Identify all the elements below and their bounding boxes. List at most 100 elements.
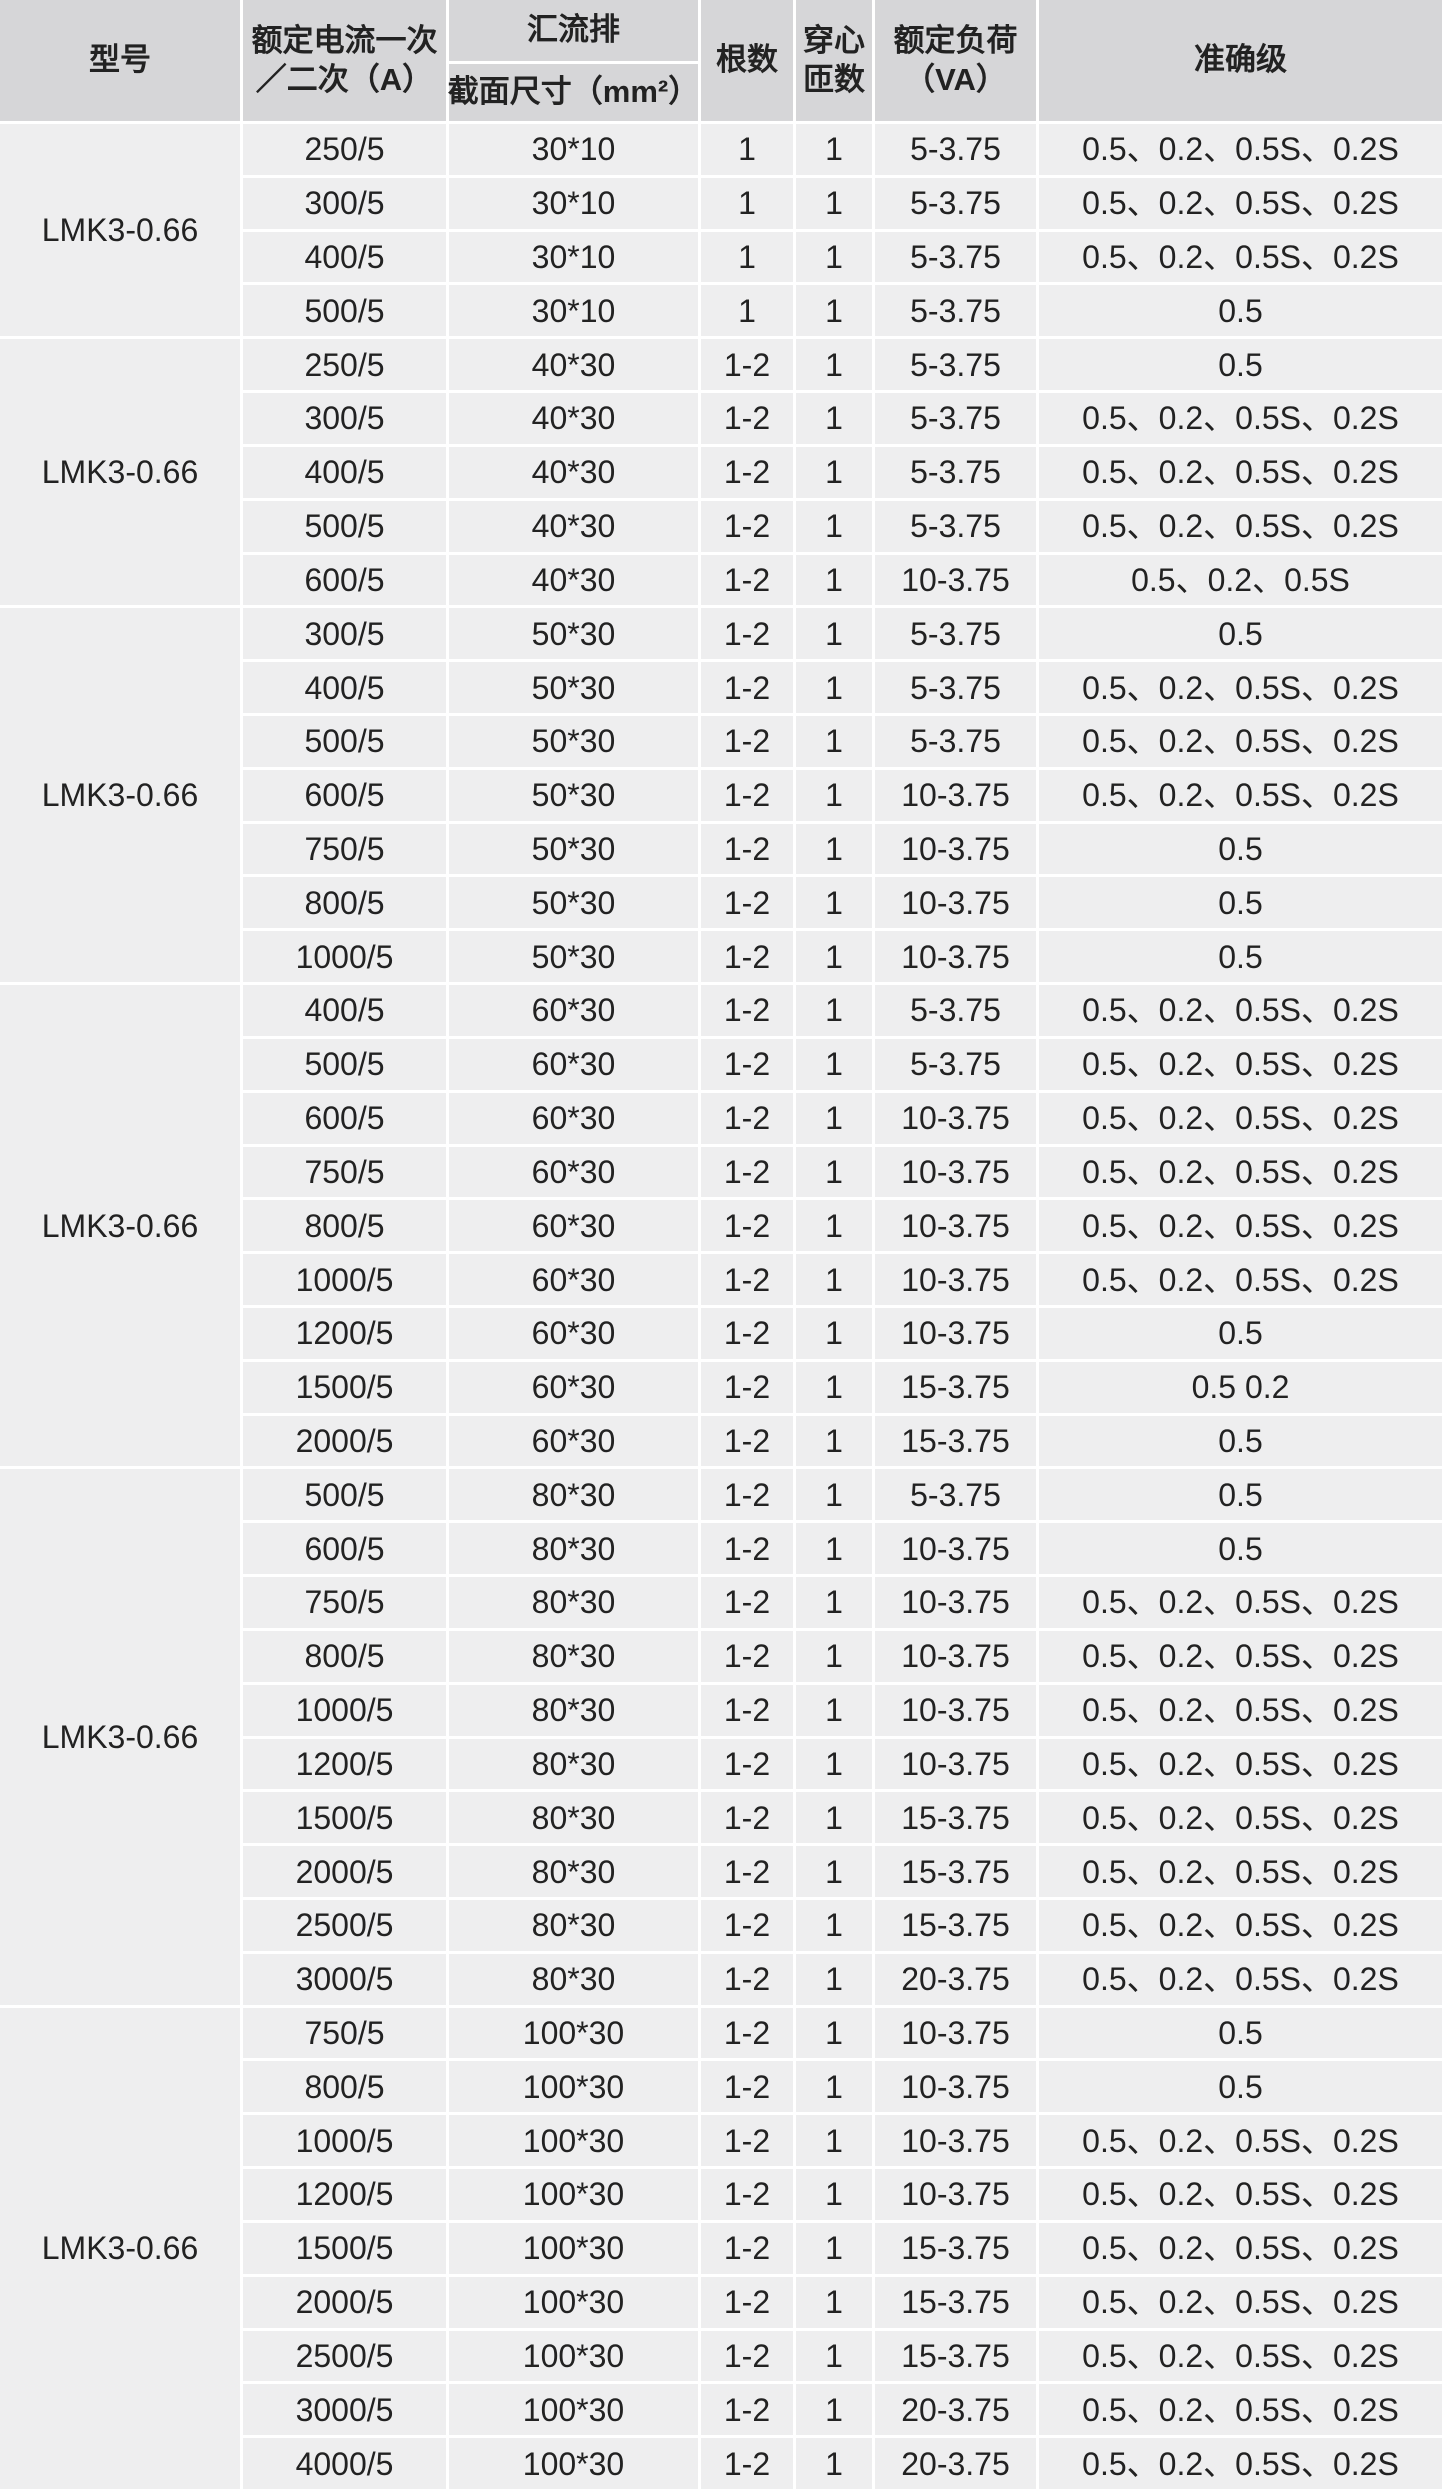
header-current-text: ／二次（A）: [255, 61, 434, 97]
load-cell-text: 10-3.75: [901, 1100, 1010, 1137]
count-cell: 1: [701, 177, 793, 229]
load-cell: 10-3.75: [875, 1092, 1036, 1144]
turns-cell-text: 1: [825, 884, 843, 921]
turns-cell: 1: [796, 1361, 872, 1413]
turns-cell-text: 1: [825, 723, 843, 760]
turns-cell: 1: [796, 1684, 872, 1736]
load-cell: 10-3.75: [875, 769, 1036, 821]
current-cell: 300/5: [243, 608, 446, 660]
count-cell: 1-2: [701, 1630, 793, 1682]
turns-cell-text: 1: [825, 615, 843, 652]
busbar-cell-text: 100*30: [522, 2122, 625, 2159]
count-cell-text: 1-2: [723, 669, 771, 706]
count-cell: 1-2: [701, 2384, 793, 2436]
current-cell: 400/5: [243, 446, 446, 498]
turns-cell: 1: [796, 608, 872, 660]
current-cell: 1500/5: [243, 1792, 446, 1844]
count-cell-text: 1-2: [723, 777, 771, 814]
turns-cell: 1: [796, 2330, 872, 2382]
count-cell-text: 1-2: [723, 400, 771, 437]
count-cell-text: 1-2: [723, 2015, 771, 2052]
current-cell: 750/5: [243, 1577, 446, 1628]
accuracy-cell: 0.5、0.2、0.5S、0.2S: [1039, 446, 1442, 498]
load-cell: 15-3.75: [875, 1361, 1036, 1413]
current-cell-text: 750/5: [304, 1153, 385, 1190]
turns-cell-text: 1: [825, 1584, 843, 1621]
current-cell-text: 600/5: [304, 777, 385, 814]
current-cell-text: 1200/5: [295, 2176, 394, 2213]
load-cell: 20-3.75: [875, 2438, 1036, 2489]
load-cell-text: 5-3.75: [910, 1046, 1001, 1083]
current-cell-text: 1000/5: [295, 1692, 394, 1729]
busbar-cell: 100*30: [449, 2438, 698, 2489]
load-cell: 5-3.75: [875, 662, 1036, 713]
busbar-cell: 60*30: [449, 1038, 698, 1090]
turns-cell: 1: [796, 393, 872, 444]
count-cell: 1-2: [701, 1846, 793, 1897]
busbar-cell-text: 100*30: [522, 2176, 625, 2213]
current-cell: 2500/5: [243, 2330, 446, 2382]
accuracy-cell: 0.5: [1039, 285, 1442, 337]
accuracy-cell: 0.5、0.2、0.5S、0.2S: [1039, 1038, 1442, 1090]
header-section-text: 截面尺寸（mm²）: [447, 74, 700, 110]
count-cell-text: 1-2: [723, 615, 771, 652]
load-cell-text: 10-3.75: [901, 938, 1010, 975]
count-cell: 1-2: [701, 2007, 793, 2059]
count-cell-text: 1-2: [723, 723, 771, 760]
count-cell-text: 1-2: [723, 1315, 771, 1352]
turns-cell: 1: [796, 1415, 872, 1467]
busbar-cell: 40*30: [449, 554, 698, 606]
turns-cell-text: 1: [825, 669, 843, 706]
busbar-cell: 80*30: [449, 1846, 698, 1897]
busbar-cell: 100*30: [449, 2384, 698, 2436]
current-cell: 1000/5: [243, 1684, 446, 1736]
count-cell-text: 1-2: [723, 992, 771, 1029]
current-cell: 300/5: [243, 393, 446, 444]
current-cell-text: 2500/5: [295, 1907, 394, 1944]
current-cell-text: 400/5: [304, 454, 385, 491]
load-cell-text: 15-3.75: [901, 1907, 1010, 1944]
turns-cell: 1: [796, 2007, 872, 2059]
count-cell: 1-2: [701, 1792, 793, 1844]
busbar-cell-text: 80*30: [531, 1584, 616, 1621]
accuracy-cell-text: 0.5: [1218, 831, 1263, 868]
busbar-cell-text: 60*30: [531, 1369, 616, 1406]
load-cell: 5-3.75: [875, 608, 1036, 660]
count-cell-text: 1-2: [723, 1261, 771, 1298]
busbar-cell-text: 60*30: [531, 1261, 616, 1298]
turns-cell: 1: [796, 823, 872, 875]
turns-cell-text: 1: [825, 1261, 843, 1298]
current-cell-text: 500/5: [304, 1046, 385, 1083]
count-cell-text: 1: [738, 239, 756, 276]
count-cell: 1-2: [701, 985, 793, 1036]
busbar-cell-text: 50*30: [531, 669, 616, 706]
load-cell-text: 15-3.75: [901, 1853, 1010, 1890]
count-cell-text: 1-2: [723, 1692, 771, 1729]
count-cell: 1-2: [701, 2276, 793, 2328]
accuracy-cell: 0.5 0.2: [1039, 1361, 1442, 1413]
accuracy-cell: 0.5、0.2、0.5S、0.2S: [1039, 1146, 1442, 1198]
accuracy-cell: 0.5、0.2、0.5S: [1039, 554, 1442, 606]
turns-cell: 1: [796, 2438, 872, 2489]
model-cell: LMK3-0.66: [0, 985, 240, 1467]
load-cell: 5-3.75: [875, 985, 1036, 1036]
accuracy-cell-text: 0.5: [1218, 346, 1263, 383]
accuracy-cell: 0.5: [1039, 2007, 1442, 2059]
current-cell-text: 1000/5: [295, 938, 394, 975]
model-cell: LMK3-0.66: [0, 2007, 240, 2489]
turns-cell-text: 1: [825, 2445, 843, 2482]
busbar-cell: 60*30: [449, 985, 698, 1036]
accuracy-cell-text: 0.5、0.2、0.5S、0.2S: [1082, 400, 1399, 437]
current-cell-text: 800/5: [304, 884, 385, 921]
turns-cell-text: 1: [825, 1961, 843, 1998]
count-cell: 1-2: [701, 608, 793, 660]
turns-cell: 1: [796, 285, 872, 337]
turns-cell-text: 1: [825, 2015, 843, 2052]
load-cell: 5-3.75: [875, 1038, 1036, 1090]
accuracy-cell-text: 0.5、0.2、0.5S、0.2S: [1082, 2445, 1399, 2482]
load-cell: 10-3.75: [875, 1254, 1036, 1305]
turns-cell: 1: [796, 931, 872, 983]
model-cell-text: LMK3-0.66: [41, 1719, 199, 1756]
turns-cell-text: 1: [825, 1423, 843, 1460]
count-cell: 1-2: [701, 1146, 793, 1198]
